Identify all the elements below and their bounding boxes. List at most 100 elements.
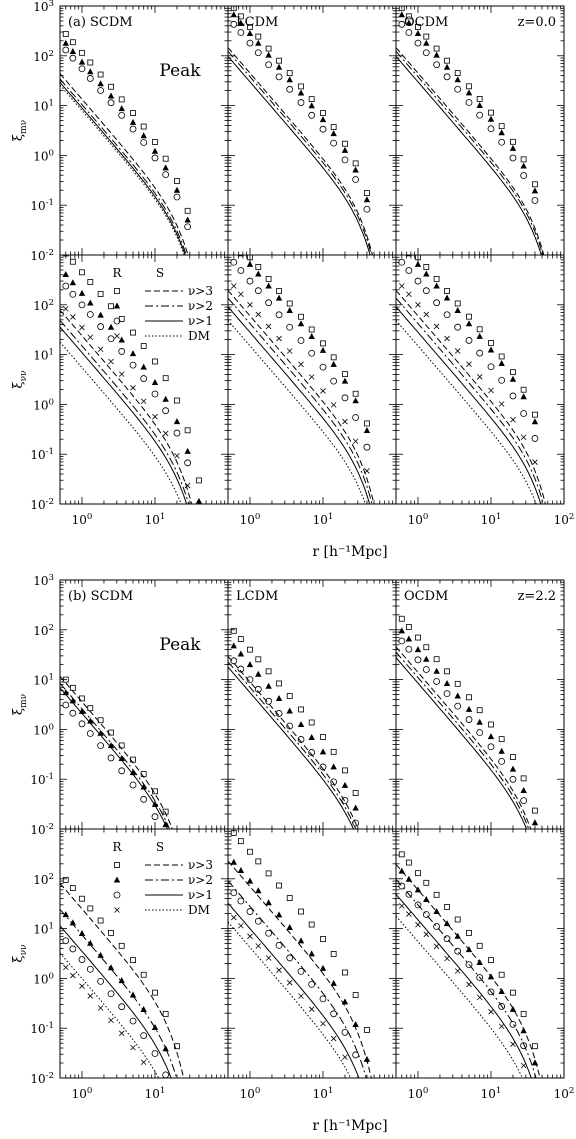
marker-circle bbox=[297, 337, 305, 344]
curve-s2 bbox=[60, 682, 171, 829]
marker-triangle bbox=[414, 646, 422, 653]
panel-grid: (a) SCDM Peak LCDM OCDM z=0.0 10-2 10-1 100 101 1… bbox=[11, 0, 574, 1101]
marker-circle bbox=[78, 956, 86, 963]
marker-triangle bbox=[330, 979, 337, 986]
marker-circle bbox=[443, 935, 451, 943]
marker-square bbox=[520, 775, 527, 782]
x-tick-label: 101 bbox=[313, 1086, 334, 1101]
marker-circle bbox=[275, 311, 283, 319]
y-tick-label: 10-1 bbox=[30, 1021, 54, 1036]
marker-square bbox=[488, 109, 494, 116]
marker-square bbox=[108, 929, 114, 936]
marker-square bbox=[230, 627, 237, 634]
marker-cross bbox=[466, 361, 472, 367]
marker-triangle bbox=[173, 418, 181, 425]
panel-series bbox=[228, 255, 375, 504]
marker-circle bbox=[107, 990, 115, 998]
marker-circle bbox=[422, 287, 430, 295]
marker-cross bbox=[108, 358, 114, 365]
marker-square bbox=[364, 1027, 370, 1033]
marker-circle bbox=[107, 754, 115, 762]
marker-square bbox=[454, 916, 461, 923]
panel-series bbox=[396, 615, 539, 829]
marker-cross bbox=[184, 482, 191, 489]
marker-cross bbox=[342, 418, 348, 425]
marker-square bbox=[532, 807, 538, 814]
curve-s3 bbox=[60, 73, 189, 255]
marker-square bbox=[454, 680, 461, 687]
curve-s3 bbox=[396, 47, 545, 255]
marker-circle bbox=[405, 890, 413, 898]
marker-square bbox=[152, 788, 158, 795]
marker-circle bbox=[330, 778, 338, 786]
legend-col-s: S bbox=[156, 266, 164, 280]
marker-circle bbox=[487, 988, 495, 996]
marker-square bbox=[308, 719, 315, 726]
marker-circle bbox=[62, 282, 70, 290]
marker-triangle bbox=[423, 39, 430, 46]
marker-circle bbox=[308, 111, 316, 119]
legend-label: ν>3 bbox=[188, 284, 213, 298]
marker-circle bbox=[509, 154, 517, 162]
curve-s2 bbox=[60, 909, 178, 1078]
marker-cross bbox=[70, 972, 76, 979]
marker-cross bbox=[498, 401, 505, 407]
marker-cross bbox=[286, 979, 293, 986]
marker-square bbox=[352, 790, 359, 796]
marker-square bbox=[230, 830, 237, 836]
marker-cross bbox=[466, 981, 472, 988]
marker-cross bbox=[433, 943, 440, 950]
marker-circle bbox=[78, 301, 86, 309]
curve-s3 bbox=[228, 656, 359, 829]
marker-cross bbox=[276, 335, 282, 342]
marker-square bbox=[476, 707, 483, 714]
marker-triangle bbox=[341, 146, 349, 153]
y-tick-label: 102 bbox=[33, 872, 54, 887]
marker-triangle bbox=[230, 858, 237, 865]
marker-cross bbox=[433, 323, 440, 330]
marker-cross bbox=[140, 398, 147, 405]
marker-square bbox=[488, 957, 494, 964]
marker-circle bbox=[237, 29, 245, 36]
marker-triangle bbox=[319, 964, 327, 971]
model-label: (b) SCDM bbox=[68, 589, 133, 604]
curve-s1 bbox=[60, 326, 188, 504]
panel-frame bbox=[227, 254, 397, 505]
marker-circle bbox=[246, 39, 254, 47]
marker-triangle bbox=[246, 30, 254, 37]
marker-circle bbox=[140, 795, 148, 803]
marker-square bbox=[342, 969, 348, 976]
marker-square bbox=[454, 70, 461, 76]
marker-circle bbox=[86, 965, 94, 973]
marker-square bbox=[62, 676, 69, 683]
marker-square bbox=[415, 255, 421, 261]
marker-triangle bbox=[151, 800, 159, 807]
marker-triangle bbox=[151, 1023, 159, 1030]
marker-square bbox=[415, 24, 421, 30]
marker-square bbox=[97, 291, 104, 297]
marker-square bbox=[118, 96, 125, 103]
marker-triangle bbox=[454, 692, 461, 699]
panel-a-xi_nunu-0 bbox=[59, 254, 229, 505]
marker-triangle bbox=[297, 720, 305, 727]
y-tick-label: 101 bbox=[33, 922, 54, 937]
marker-square bbox=[174, 1043, 180, 1050]
marker-circle bbox=[151, 390, 159, 398]
marker-square bbox=[444, 57, 450, 64]
marker-triangle bbox=[275, 294, 283, 301]
marker-triangle bbox=[465, 946, 473, 953]
marker-square bbox=[130, 756, 136, 763]
curve-s3 bbox=[396, 864, 541, 1078]
marker-triangle bbox=[151, 379, 159, 386]
marker-triangle bbox=[62, 271, 69, 278]
marker-triangle bbox=[118, 977, 125, 984]
panel-series bbox=[60, 255, 203, 504]
marker-triangle bbox=[363, 1055, 371, 1062]
marker-cross bbox=[255, 311, 262, 318]
marker-triangle bbox=[118, 754, 125, 761]
marker-circle bbox=[476, 349, 484, 357]
curve-s1 bbox=[228, 306, 371, 504]
marker-cross bbox=[87, 993, 94, 999]
marker-circle bbox=[476, 974, 484, 981]
marker-circle bbox=[330, 377, 338, 385]
